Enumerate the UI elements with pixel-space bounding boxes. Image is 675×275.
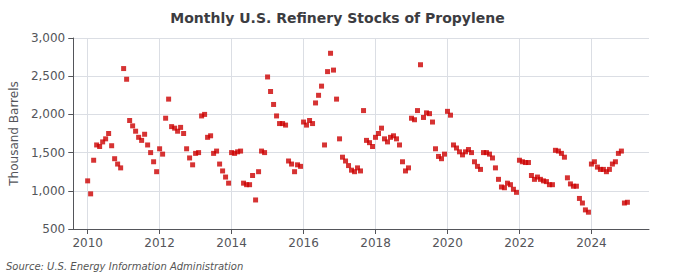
svg-text:Monthly U.S. Refinery Stocks o: Monthly U.S. Refinery Stocks of Propylen…: [170, 10, 504, 26]
svg-text:2024: 2024: [576, 236, 607, 250]
svg-text:3,000: 3,000: [31, 31, 65, 45]
svg-text:1,000: 1,000: [31, 184, 65, 198]
svg-text:2016: 2016: [288, 236, 319, 250]
svg-text:2,000: 2,000: [31, 107, 65, 121]
svg-text:2010: 2010: [72, 236, 103, 250]
svg-text:Thousand Barrels: Thousand Barrels: [7, 81, 21, 186]
svg-text:2018: 2018: [360, 236, 391, 250]
svg-text:2012: 2012: [144, 236, 175, 250]
svg-text:2014: 2014: [216, 236, 247, 250]
svg-text:2,500: 2,500: [31, 69, 65, 83]
svg-text:1,500: 1,500: [31, 146, 65, 160]
svg-text:2022: 2022: [504, 236, 535, 250]
svg-text:500: 500: [42, 222, 65, 236]
svg-text:2020: 2020: [432, 236, 463, 250]
svg-text:Source: U.S. Energy Informatio: Source: U.S. Energy Information Administ…: [6, 261, 243, 272]
